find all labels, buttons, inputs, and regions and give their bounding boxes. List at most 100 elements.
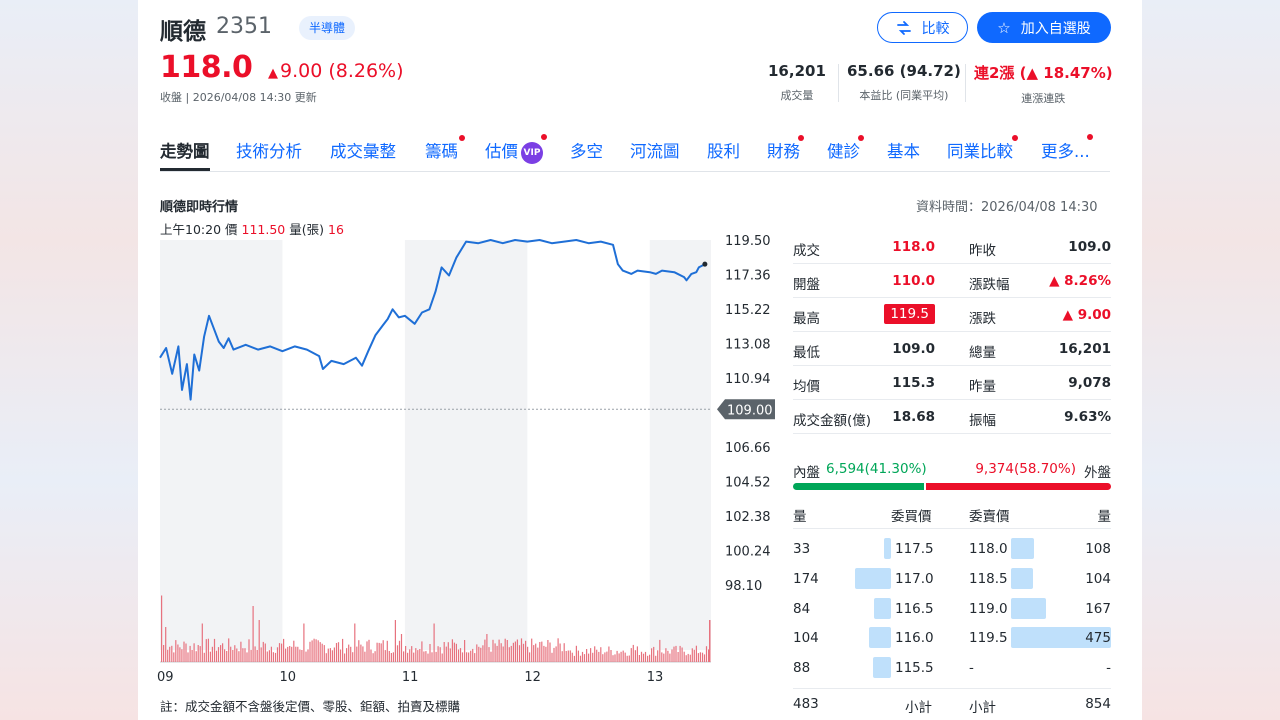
volume-bar <box>659 639 661 662</box>
x-tick-label: 13 <box>647 670 664 685</box>
quote-label: 昨收 <box>969 243 996 259</box>
quote-value: 115.3 <box>892 375 935 391</box>
y-tick-label: 104.52 <box>725 476 771 491</box>
ask-qty: 475 <box>1085 630 1111 647</box>
volume-bar <box>193 643 195 662</box>
quote-label: 漲跌 <box>969 311 996 327</box>
add-watchlist-button[interactable]: ☆ 加入自選股 <box>977 12 1111 43</box>
bid-price[interactable]: 116.5 <box>895 600 934 617</box>
ask-price[interactable]: - <box>969 660 974 677</box>
volume-bar <box>191 650 193 662</box>
tab-dividend[interactable]: 股利 <box>707 142 740 161</box>
ask-qty-header: 量 <box>1097 509 1112 525</box>
volume-bar <box>620 651 622 662</box>
volume-bar <box>425 651 427 662</box>
ask-price[interactable]: 118.0 <box>969 541 1008 557</box>
volume-bar <box>533 645 535 662</box>
bid-price[interactable]: 116.0 <box>895 630 934 647</box>
volume-bar <box>567 650 569 662</box>
ask-price[interactable]: 119.0 <box>969 600 1008 617</box>
volume-bar <box>179 647 181 662</box>
volume-bar <box>321 643 323 662</box>
volume-bar <box>640 651 643 662</box>
volume-bar <box>703 654 706 662</box>
volume-bar <box>311 640 313 662</box>
volume-bar <box>667 650 669 662</box>
volume-bar <box>165 627 167 662</box>
volume-bar <box>596 649 598 662</box>
compare-label: 比較 <box>921 20 950 37</box>
volume-bar <box>266 651 268 662</box>
tab-financial[interactable]: 財務 <box>767 135 804 162</box>
tab-health[interactable]: 健診 <box>827 135 864 162</box>
volume-bar <box>622 650 624 662</box>
tab-long-short[interactable]: 多空 <box>570 142 603 161</box>
tab-technical[interactable]: 技術分析 <box>236 142 302 161</box>
volume-bar <box>281 643 283 662</box>
inner-volume: 6,594 <box>826 461 865 477</box>
volume-bar <box>616 650 618 662</box>
volume-bar <box>679 645 681 662</box>
volume-bar <box>390 653 392 662</box>
ask-price[interactable]: 119.5 <box>969 630 1008 647</box>
volume-bar <box>695 645 697 662</box>
bid-price[interactable]: 115.5 <box>895 660 934 677</box>
industry-tag[interactable]: 半導體 <box>299 16 356 40</box>
volume-bar <box>415 648 417 662</box>
bid-price[interactable]: 117.5 <box>895 541 934 557</box>
volume-bar <box>232 650 234 662</box>
tab-valuation[interactable]: 估價 VIP <box>485 134 547 164</box>
tick-time: 上午10:20 <box>160 222 222 237</box>
volume-bar <box>333 647 335 662</box>
volume-bar <box>520 638 523 662</box>
volume-bar <box>644 651 647 662</box>
volume-bar <box>230 646 232 662</box>
volume-bar <box>260 647 262 662</box>
volume-bar <box>398 640 401 662</box>
bid-qty: 104 <box>793 630 819 647</box>
quote-row: 成交 118.0 昨收 109.0 <box>793 230 1111 264</box>
vip-badge: VIP <box>521 141 543 164</box>
y-tick-label: 102.38 <box>725 510 771 525</box>
volume-bar <box>203 652 205 662</box>
volume-bar <box>466 652 468 662</box>
volume-bar <box>577 650 579 662</box>
volume-bar <box>651 648 653 662</box>
volume-bar <box>250 649 252 662</box>
volume-bar <box>492 639 494 662</box>
tab-chips[interactable]: 籌碼 <box>425 135 465 162</box>
stat-streak: 連2漲 (▲ 18.47%) 連漲連跌 <box>974 62 1113 106</box>
tab-river-chart[interactable]: 河流圖 <box>630 142 680 161</box>
volume-bar <box>350 646 352 662</box>
tab-trend[interactable]: 走勢圖 <box>160 142 210 161</box>
volume-bar <box>342 638 344 662</box>
volume-bar <box>687 653 689 662</box>
volume-bar <box>518 645 521 662</box>
ask-volume-bar <box>1011 597 1047 619</box>
volume-bar <box>604 652 606 662</box>
tick-info: 上午10:20 價 111.50 量(張) 16 <box>160 219 344 238</box>
tab-summary[interactable]: 成交彙整 <box>330 142 396 161</box>
volume-bar <box>571 652 573 662</box>
price-chart[interactable]: 119.50 117.36 115.22 113.08 110.94 109.00 106.… <box>138 230 788 690</box>
volume-bar <box>525 640 527 662</box>
volume-bar <box>470 650 472 662</box>
tab-peer-compare[interactable]: 同業比較 <box>947 135 1018 162</box>
volume-bar <box>683 651 685 662</box>
volume-bar <box>309 641 311 662</box>
quote-value: 109.0 <box>1068 239 1111 255</box>
compare-button[interactable]: 比較 <box>877 12 968 43</box>
orderbook-row: 174 117.0 118.5 104 <box>793 566 1111 596</box>
ask-price[interactable]: 118.5 <box>969 570 1008 587</box>
tab-more[interactable]: 更多... <box>1041 134 1093 162</box>
volume-bar <box>655 655 657 662</box>
close-note: 收盤 | 2026/04/08 14:30 更新 <box>160 91 317 104</box>
outer-percent: (58.70%) <box>1013 461 1076 477</box>
bid-price[interactable]: 117.0 <box>895 570 934 587</box>
tab-basic[interactable]: 基本 <box>887 142 920 161</box>
volume-bar <box>486 634 488 662</box>
volume-bar <box>437 646 439 662</box>
volume-bar <box>376 642 378 662</box>
volume-bar <box>185 643 187 662</box>
volume-bar <box>327 648 329 662</box>
